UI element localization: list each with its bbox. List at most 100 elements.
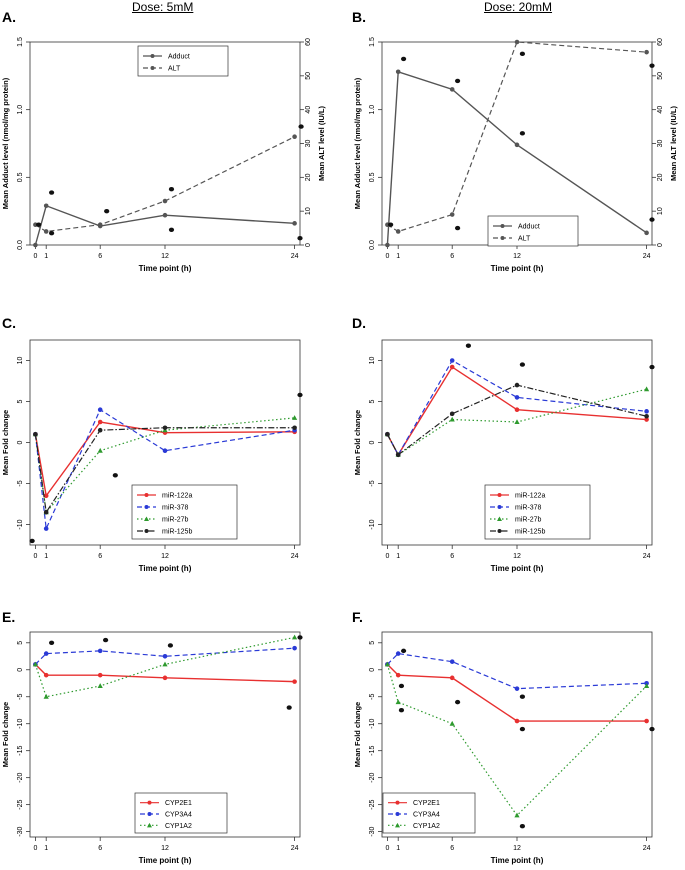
x-tick-label: 0 <box>385 845 389 852</box>
data-point <box>162 448 168 454</box>
legend-label: CYP2E1 <box>413 800 440 807</box>
individual-mark <box>29 538 35 544</box>
legend: Adduct ALT <box>487 215 579 247</box>
legend-marker <box>147 800 152 805</box>
x-tick-label: 1 <box>44 553 48 560</box>
data-point <box>395 229 401 234</box>
legend-marker <box>500 224 505 228</box>
individual-mark <box>298 124 304 129</box>
x-axis-label: Time point (h) <box>139 264 192 273</box>
individual-mark <box>297 236 303 241</box>
individual-mark <box>286 705 292 710</box>
x-axis-label: Time point (h) <box>491 264 544 273</box>
y-axis-label: Mean Fold change <box>353 702 362 767</box>
data-point <box>43 493 49 499</box>
individual-mark <box>398 708 405 713</box>
individual-mark <box>36 222 42 227</box>
y-right-tick-label: 10 <box>305 207 312 215</box>
y-right-tick-label: 30 <box>657 140 664 148</box>
y-tick-label: -25 <box>369 799 376 809</box>
legend-label: CYP2E1 <box>165 800 192 807</box>
x-tick-label: 6 <box>450 253 454 260</box>
data-point <box>97 419 103 425</box>
data-point <box>514 39 520 45</box>
x-tick-label: 6 <box>450 553 454 560</box>
individual-mark <box>49 230 55 236</box>
data-point <box>33 432 38 437</box>
legend-marker <box>144 493 149 497</box>
x-tick-label: 24 <box>291 253 299 260</box>
y-tick-label: -20 <box>369 772 376 782</box>
series-line <box>34 204 295 246</box>
individual-mark <box>649 63 655 68</box>
legend-label: CYP3A4 <box>413 812 440 819</box>
data-point <box>162 661 168 667</box>
x-tick-label: 24 <box>291 553 299 560</box>
data-point <box>292 425 297 431</box>
data-point <box>43 672 49 678</box>
individual-mark <box>112 473 118 478</box>
y-tick-label: 10 <box>369 357 376 365</box>
data-point <box>162 198 168 204</box>
individual-mark <box>649 364 655 370</box>
individual-mark <box>104 208 110 214</box>
series-line <box>386 384 647 456</box>
y-right-tick-label: 10 <box>657 207 664 215</box>
x-tick-label: 12 <box>513 553 521 560</box>
data-point <box>395 452 401 458</box>
data-point <box>292 221 297 226</box>
data-point <box>514 419 520 424</box>
data-point <box>644 386 650 392</box>
y-tick-label: 0.5 <box>17 172 24 182</box>
individual-mark <box>168 186 175 192</box>
legend-label: miR-27b <box>515 517 542 524</box>
data-point <box>32 661 38 667</box>
legend-marker <box>144 516 149 521</box>
y-tick-label: 10 <box>17 357 24 365</box>
legend-marker <box>395 822 400 828</box>
legend: Adduct ALT <box>137 45 229 77</box>
individual-mark <box>465 343 471 348</box>
legend-marker <box>497 529 502 533</box>
y-tick-label: 5 <box>17 641 24 645</box>
data-point <box>162 425 168 431</box>
y-tick-label: 5 <box>17 399 24 403</box>
legend-box <box>487 215 579 247</box>
y-tick-label: -30 <box>17 826 24 836</box>
legend-label: miR-27b <box>162 517 189 524</box>
data-point <box>644 417 649 422</box>
x-tick-label: 0 <box>33 553 37 560</box>
y-right-tick-label: 0 <box>305 243 312 247</box>
legend-marker <box>147 812 152 816</box>
legend-marker <box>497 505 502 509</box>
y-right-axis-label: Mean ALT level (IU/L) <box>317 105 326 181</box>
series-line <box>386 652 647 690</box>
individual-mark <box>519 694 526 699</box>
data-point <box>395 69 401 75</box>
individual-mark <box>49 190 55 195</box>
data-point <box>384 661 390 667</box>
y-tick-label: -30 <box>369 826 376 836</box>
y-tick-label: 0.0 <box>369 240 376 250</box>
y-right-tick-label: 40 <box>657 106 664 114</box>
legend-marker <box>500 236 505 240</box>
x-tick-label: 12 <box>161 845 169 852</box>
data-point <box>644 49 649 55</box>
data-point <box>644 683 650 688</box>
y-right-tick-label: 40 <box>305 106 312 114</box>
y-tick-label: -5 <box>369 480 376 486</box>
y-tick-label: -15 <box>369 746 376 756</box>
x-tick-label: 24 <box>643 845 651 852</box>
y-tick-label: 0.5 <box>369 172 376 182</box>
legend-label: CYP1A2 <box>165 823 192 830</box>
legend-label: miR-378 <box>515 505 542 512</box>
x-tick-label: 1 <box>396 253 400 260</box>
x-tick-label: 0 <box>33 845 37 852</box>
data-point <box>43 229 49 234</box>
y-tick-label: -10 <box>17 519 24 529</box>
y-axis-label: Mean Adduct level (nmol/mg protein) <box>1 77 10 209</box>
